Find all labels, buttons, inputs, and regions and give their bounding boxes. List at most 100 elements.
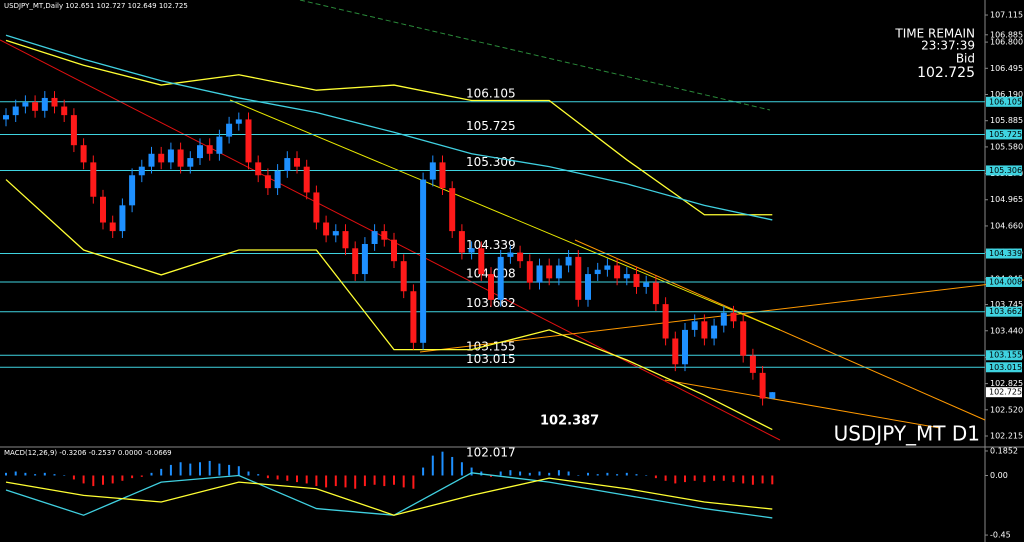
candle-body bbox=[517, 252, 524, 262]
y-tick-label: 102.215 bbox=[990, 432, 1023, 441]
macd-bar bbox=[567, 471, 570, 476]
macd-bar bbox=[703, 475, 706, 483]
level-tag-label: 105.306 bbox=[989, 166, 1022, 175]
macd-bar bbox=[63, 475, 66, 476]
candle-body bbox=[391, 239, 397, 262]
candle-body bbox=[682, 329, 688, 365]
macd-bar bbox=[548, 472, 551, 476]
y-tick-label: 106.190 bbox=[990, 90, 1023, 99]
level-label: 105.725 bbox=[466, 119, 516, 133]
macd-line bbox=[5, 477, 773, 516]
candle-body bbox=[594, 269, 601, 275]
candle-body bbox=[623, 274, 630, 279]
macd-bar bbox=[150, 472, 153, 476]
candle-body bbox=[604, 265, 611, 270]
candle-body bbox=[720, 312, 727, 326]
macd-bar bbox=[528, 472, 531, 476]
macd-bar bbox=[402, 475, 405, 488]
macd-bar bbox=[43, 472, 46, 476]
candle-body bbox=[361, 243, 368, 275]
candle-body bbox=[497, 256, 504, 300]
macd-bar bbox=[761, 475, 764, 484]
bid-label: Bid bbox=[956, 52, 975, 66]
candle-body bbox=[575, 256, 582, 300]
candle-body bbox=[633, 274, 640, 287]
macd-bar bbox=[82, 475, 85, 484]
y-tick-label: 103.440 bbox=[990, 326, 1023, 335]
level-label: 103.015 bbox=[466, 352, 516, 366]
level-tag bbox=[986, 276, 1022, 287]
macd-bar bbox=[383, 475, 386, 487]
macd-bar bbox=[412, 475, 415, 489]
candle-body bbox=[177, 149, 184, 167]
level-tag bbox=[986, 350, 1022, 361]
macd-bar bbox=[470, 467, 473, 476]
candle-body bbox=[759, 372, 766, 399]
macd-tick-label: -0.45 bbox=[990, 531, 1011, 540]
level-tag bbox=[986, 165, 1022, 176]
y-tick-label: 105.580 bbox=[990, 142, 1023, 151]
candle-body bbox=[138, 166, 145, 176]
candle-body bbox=[643, 282, 650, 287]
level-tag bbox=[986, 362, 1022, 373]
macd-bar bbox=[635, 474, 638, 476]
macd-bar bbox=[24, 472, 27, 476]
macd-bar bbox=[266, 475, 269, 479]
macd-bar bbox=[441, 451, 444, 476]
macd-bar bbox=[344, 475, 347, 488]
y-tick-label: 102.825 bbox=[990, 379, 1023, 388]
macd-bar bbox=[373, 475, 376, 485]
macd-bar bbox=[722, 475, 725, 481]
candle-body bbox=[749, 355, 756, 373]
macd-bar bbox=[131, 475, 134, 479]
macd-bar bbox=[53, 474, 56, 476]
candle-body bbox=[332, 231, 339, 236]
candle-body bbox=[51, 97, 58, 107]
macd-bar bbox=[72, 475, 75, 480]
macd-bar bbox=[771, 475, 774, 485]
macd-bar bbox=[237, 466, 240, 476]
candle-body bbox=[313, 192, 320, 223]
level-tag-label: 103.155 bbox=[989, 351, 1022, 360]
bid-value: 102.725 bbox=[917, 65, 975, 81]
macd-bar bbox=[422, 467, 425, 476]
candle-body bbox=[206, 145, 213, 154]
price-label: 102.387 bbox=[540, 414, 599, 429]
timer-label: TIME REMAIN bbox=[894, 27, 975, 41]
macd-bar bbox=[557, 470, 560, 476]
candle-body bbox=[264, 175, 271, 189]
candle-body bbox=[585, 274, 591, 300]
macd-bar bbox=[742, 475, 745, 484]
y-tick-label: 104.660 bbox=[990, 221, 1023, 230]
macd-bar bbox=[305, 475, 308, 484]
macd-bar bbox=[354, 475, 357, 489]
macd-bar bbox=[14, 471, 17, 476]
candle-body bbox=[352, 248, 359, 275]
candle-body bbox=[158, 153, 165, 163]
macd-bar bbox=[111, 475, 114, 484]
candle-body bbox=[187, 158, 194, 167]
macd-bar bbox=[509, 470, 512, 476]
macd-bar bbox=[625, 472, 628, 476]
macd-bar bbox=[713, 475, 716, 481]
level-tag bbox=[986, 306, 1022, 317]
watermark: USDJPY_MT D1 bbox=[834, 422, 980, 446]
level-tag bbox=[986, 129, 1022, 140]
macd-bar bbox=[664, 475, 667, 481]
macd-bar bbox=[363, 475, 366, 487]
y-tick-label: 106.495 bbox=[990, 64, 1023, 73]
candle-body bbox=[303, 166, 310, 193]
candle-body bbox=[32, 102, 39, 111]
macd-bar bbox=[616, 474, 619, 476]
candle-body bbox=[129, 175, 136, 206]
candle-body bbox=[216, 136, 223, 154]
macd-bar bbox=[92, 475, 95, 487]
candle-body bbox=[371, 231, 378, 244]
candle-body bbox=[294, 158, 300, 167]
overlay-line bbox=[5, 179, 773, 431]
candle-body bbox=[478, 248, 485, 275]
macd-bar bbox=[257, 474, 260, 476]
long-ma bbox=[299, 0, 771, 111]
macd-bar bbox=[276, 475, 279, 480]
